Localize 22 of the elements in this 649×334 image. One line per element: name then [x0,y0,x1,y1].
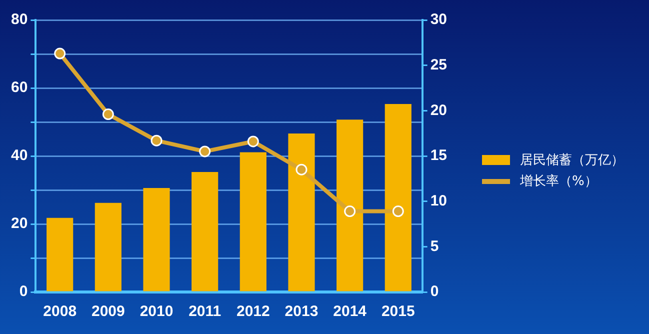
legend-label: 居民储蓄（万亿） [520,152,624,169]
y-tick-label: 20 [10,215,28,232]
y2-tick-label: 15 [430,147,448,164]
x-tick-label: 2011 [188,303,222,320]
y2-tick-label: 5 [430,238,439,255]
x-tick-label: 2013 [284,303,318,320]
y-tick-label: 0 [19,283,28,300]
legend-label: 增长率（%） [520,173,598,190]
y-tick-label: 60 [10,79,28,96]
y2-tick-label: 10 [430,192,448,210]
x-tick-label: 2012 [236,303,270,320]
x-tick-label: 2010 [140,303,174,320]
x-tick-label: 2009 [91,303,125,320]
y2-tick-label: 0 [430,283,439,300]
y2-tick-label: 30 [430,11,448,28]
x-tick-label: 2015 [381,303,415,320]
y2-tick-label: 20 [430,102,448,119]
x-tick-label: 2014 [333,303,368,320]
y-tick-label: 40 [10,147,28,164]
y-tick-label: 80 [10,11,28,28]
y2-tick-label: 25 [430,56,448,74]
x-tick-label: 2008 [43,303,77,320]
